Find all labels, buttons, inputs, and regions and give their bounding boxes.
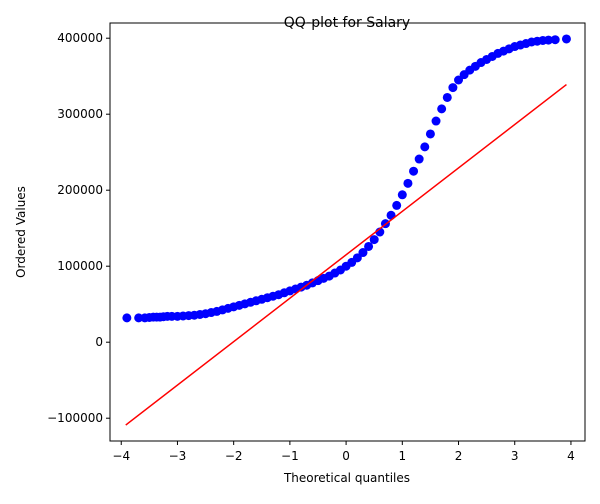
data-point [364, 241, 374, 251]
data-point [454, 75, 464, 85]
data-point [420, 142, 430, 152]
x-tick-label: −2 [225, 449, 243, 463]
x-tick-label: 3 [511, 449, 519, 463]
reference-fit-line [125, 83, 567, 426]
y-tick-label: 400000 [57, 31, 103, 45]
data-point [392, 200, 402, 210]
data-point [397, 190, 407, 200]
data-point [352, 253, 362, 263]
data-point [409, 166, 419, 176]
y-tick-label: 300000 [57, 107, 103, 121]
x-tick-label: 4 [567, 449, 575, 463]
y-axis-label: Ordered Values [14, 186, 28, 278]
data-point [369, 235, 379, 245]
data-point [403, 178, 413, 188]
data-point [358, 248, 368, 258]
x-tick-label: −4 [112, 449, 130, 463]
fit-line-layer [125, 83, 567, 426]
data-point [414, 154, 424, 164]
y-ticks-layer: −100000 0 100000 200000 300000 400000 [47, 31, 110, 425]
data-point [134, 313, 144, 323]
plot-frame [109, 22, 586, 442]
y-tick-label: 200000 [57, 183, 103, 197]
x-tick-label: 2 [455, 449, 463, 463]
data-point [543, 35, 553, 45]
data-point [550, 35, 560, 45]
x-tick-label: −1 [281, 449, 299, 463]
data-point [122, 313, 132, 323]
data-points-layer [122, 34, 571, 323]
data-point [437, 104, 447, 114]
x-tick-label: 0 [342, 449, 350, 463]
data-point [425, 129, 435, 139]
x-axis-label: Theoretical quantiles [283, 471, 410, 485]
chart-title: QQ-plot for Salary [284, 15, 410, 31]
data-point [448, 83, 458, 93]
data-point [561, 34, 571, 44]
x-tick-label: 1 [398, 449, 406, 463]
x-tick-label: −3 [169, 449, 187, 463]
data-point [442, 92, 452, 102]
data-point [431, 116, 441, 126]
y-tick-label: 100000 [57, 259, 103, 273]
y-tick-label: −100000 [47, 411, 103, 425]
x-ticks-layer: −4 −3 −2 −1 0 1 2 3 4 [112, 441, 575, 463]
y-tick-label: 0 [95, 335, 103, 349]
